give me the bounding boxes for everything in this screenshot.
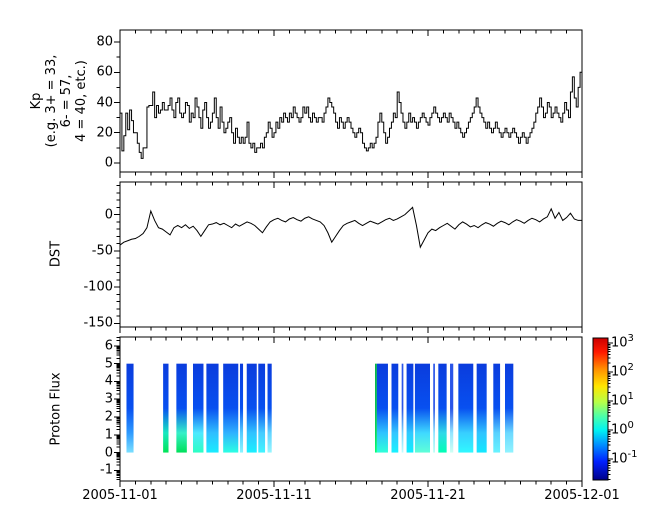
flux-bar (414, 363, 430, 453)
colorbar-exponent: 1 (627, 391, 634, 403)
kp-panel-border (119, 29, 583, 173)
dst-axis-title: DST (48, 240, 64, 268)
flux-bar (258, 363, 266, 453)
colorbar-tick-label: 100 (611, 420, 634, 438)
kp-ytick-label: 80 (96, 34, 113, 50)
kp-ytick-label: 40 (96, 95, 113, 110)
kp-ytick-label: 0 (104, 155, 113, 171)
flux-bar (391, 363, 399, 453)
flux-bar (239, 363, 244, 453)
flux-bar (505, 363, 514, 453)
x-date-label: 2005-11-11 (236, 488, 312, 503)
flux-bar (375, 363, 377, 453)
kp-step-line (120, 71, 582, 159)
kp-ytick-label: 60 (96, 64, 113, 80)
flux-bar (401, 363, 404, 453)
flux-bar (126, 363, 134, 453)
ticks-layer (114, 30, 613, 487)
flux-ytick-label: 1 (104, 427, 113, 443)
flux-bar (476, 363, 487, 453)
flux-bar (433, 363, 435, 453)
flux-bar (223, 363, 239, 453)
proton-flux-axis-title: Proton Flux (48, 372, 64, 446)
flux-bar (450, 363, 454, 453)
flux-bar (163, 363, 169, 453)
dst-line (119, 206, 582, 249)
colorbar-border (592, 337, 609, 481)
flux-ytick-label: 0 (104, 445, 113, 461)
flux-bar (267, 363, 272, 453)
flux-bar (193, 363, 204, 453)
flux-ytick-label: -1 (100, 462, 113, 478)
colorbar-exponent: -1 (627, 449, 638, 461)
flux-bar (376, 363, 388, 453)
colorbar-tick-label: 10-1 (611, 449, 638, 467)
flux-bar (493, 363, 501, 453)
flux-bar (176, 363, 187, 453)
dst-panel-border (119, 181, 583, 328)
flux-ytick-label: 3 (104, 391, 113, 407)
colorbar-exponent: 3 (627, 333, 634, 345)
x-date-label: 2005-12-01 (544, 488, 620, 503)
flux-ytick-label: 2 (104, 409, 113, 425)
flux-bar (206, 363, 219, 453)
dst-ytick-label: 0 (104, 207, 113, 223)
dst-ytick-label: -50 (91, 243, 113, 259)
colorbar (593, 338, 608, 480)
colorbar-tick-label: 101 (611, 391, 634, 409)
x-date-label: 2005-11-21 (390, 488, 466, 503)
x-date-label: 2005-11-01 (82, 488, 158, 503)
dst-ytick-label: -150 (83, 315, 113, 331)
flux-ytick-label: 5 (104, 356, 113, 372)
colorbar-tick-label: 103 (611, 333, 634, 351)
dst-ytick-label: -100 (83, 279, 113, 295)
colorbar-exponent: 0 (627, 420, 634, 432)
flux-bar (406, 363, 414, 453)
flux-bar (438, 363, 447, 453)
flux-bar (458, 363, 474, 453)
flux-panel-border (119, 336, 583, 482)
colorbar-tick-label: 102 (611, 362, 634, 380)
colorbar-exponent: 2 (627, 362, 634, 374)
flux-bar (246, 363, 257, 453)
kp-ytick-label: 20 (96, 125, 113, 141)
flux-ytick-label: 4 (104, 373, 113, 389)
flux-ytick-label: 6 (104, 338, 113, 354)
